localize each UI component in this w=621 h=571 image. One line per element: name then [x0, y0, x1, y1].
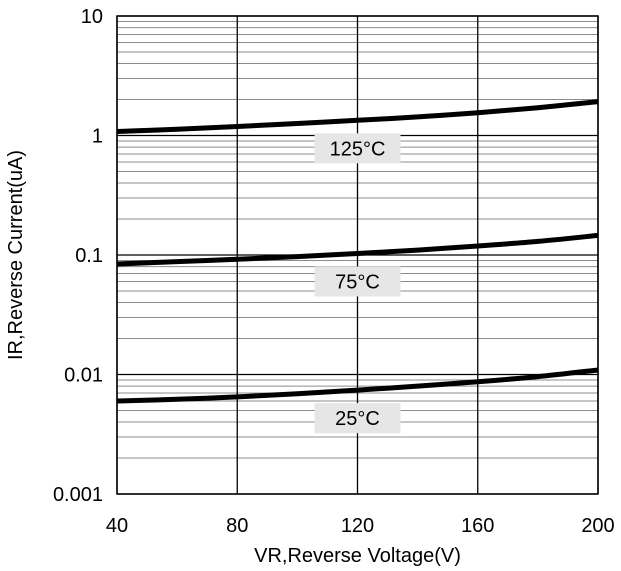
series-line-0 — [116, 99, 599, 134]
x-tick-label: 120 — [341, 515, 374, 537]
data-series — [116, 99, 599, 404]
y-tick-label: 10 — [81, 6, 103, 28]
y-axis-tick-labels: 0.001 0.01 0.1 1 10 — [53, 6, 103, 506]
series-label-1: 75°C — [335, 271, 380, 293]
series-label-0: 125°C — [330, 138, 386, 160]
x-tick-label: 200 — [581, 515, 614, 537]
y-tick-label: 0.001 — [53, 484, 103, 506]
y-tick-label: 0.1 — [75, 245, 103, 267]
series-label-box-2 — [314, 403, 401, 434]
series-label-2: 25°C — [335, 408, 380, 430]
series-label-box-0 — [314, 133, 401, 164]
series-line-2 — [116, 367, 599, 404]
x-tick-label: 40 — [106, 515, 128, 537]
x-axis-title: VR,Reverse Voltage(V) — [254, 545, 461, 567]
x-axis-tick-labels: 40 80 120 160 200 — [106, 515, 615, 537]
x-tick-label: 160 — [461, 515, 494, 537]
y-tick-label: 0.01 — [64, 365, 103, 387]
y-tick-label: 1 — [92, 126, 103, 148]
series-line-1 — [116, 232, 599, 267]
series-label-box-1 — [314, 266, 401, 297]
series-labels: 125°C 75°C 25°C — [314, 133, 401, 434]
x-tick-label: 80 — [226, 515, 248, 537]
y-axis-title: IR,Reverse Current(uA) — [5, 150, 27, 360]
plot-area-frame — [116, 15, 599, 495]
